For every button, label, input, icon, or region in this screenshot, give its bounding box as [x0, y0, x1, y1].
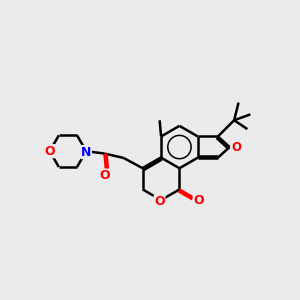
Text: N: N: [81, 146, 92, 159]
Text: O: O: [154, 195, 165, 208]
Text: O: O: [231, 141, 241, 154]
Text: O: O: [193, 194, 204, 207]
Text: O: O: [44, 145, 55, 158]
Text: O: O: [99, 169, 110, 182]
